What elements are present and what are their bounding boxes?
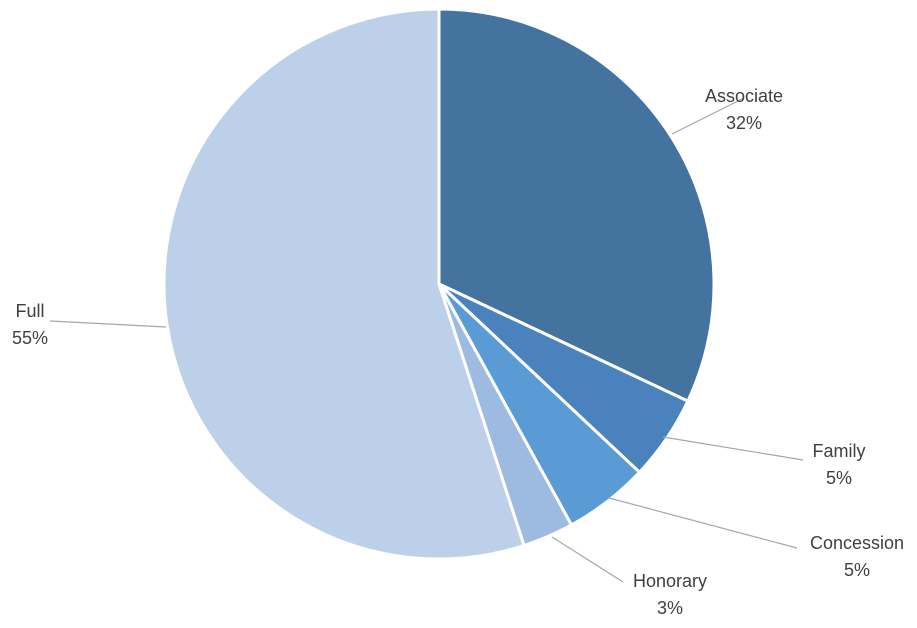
label-name-full: Full xyxy=(15,301,44,321)
leader-line-full xyxy=(49,320,167,328)
leader-line-concession xyxy=(608,497,798,549)
leader-line-associate xyxy=(671,97,745,135)
data-labels: Associate 32% Family 5% Concession 5% Honorary… xyxy=(12,86,904,618)
label-value-full: 55% xyxy=(12,328,48,348)
leader-line-family xyxy=(662,436,804,461)
slice-associate xyxy=(437,7,716,404)
label-name-associate: Associate xyxy=(705,86,783,106)
label-value-concession: 5% xyxy=(844,560,870,580)
label-value-honorary: 3% xyxy=(657,598,683,618)
pie-slices xyxy=(162,7,716,561)
slice-full xyxy=(162,7,526,561)
label-value-family: 5% xyxy=(826,468,852,488)
label-name-family: Family xyxy=(813,441,866,461)
label-value-associate: 32% xyxy=(726,113,762,133)
leader-lines xyxy=(49,97,804,583)
leader-line-honorary xyxy=(551,536,624,583)
label-name-honorary: Honorary xyxy=(633,571,707,591)
label-name-concession: Concession xyxy=(810,533,904,553)
